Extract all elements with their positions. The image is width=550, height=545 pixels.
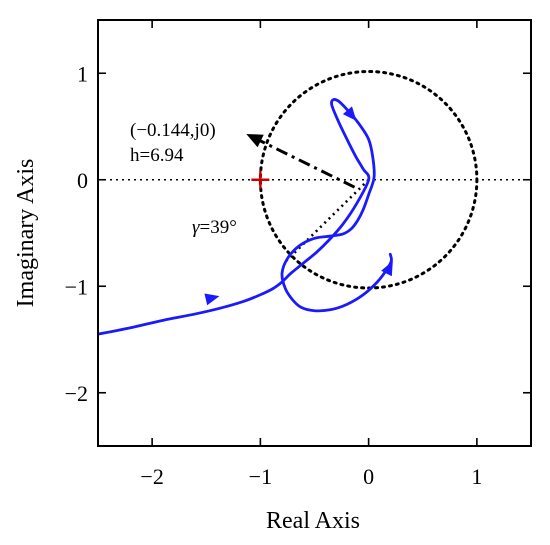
- critical-point-marker: [251, 170, 270, 189]
- gamma-angle-line: [284, 178, 370, 263]
- direction-arrow-icon: [204, 293, 220, 306]
- x-tick-label: 1: [471, 464, 482, 489]
- annotation-arrow-head: [246, 133, 264, 148]
- y-tick-label: −1: [65, 274, 88, 299]
- x-tick-label: −2: [140, 464, 163, 489]
- direction-arrow-icon: [342, 106, 357, 121]
- y-tick-label: 1: [77, 61, 88, 86]
- y-tick-label: −2: [65, 381, 88, 406]
- x-axis-label: Real Axis: [266, 508, 360, 534]
- direction-arrow-icon: [381, 261, 393, 277]
- x-tick-label: −1: [249, 464, 272, 489]
- gamma-value: =39°: [200, 217, 237, 238]
- gamma-annotation: γ=39°: [192, 217, 237, 238]
- plot-frame: [97, 19, 532, 447]
- y-tick-label: 0: [77, 168, 88, 193]
- y-axis-label: Imaginary Axis: [13, 159, 39, 308]
- h-annotation: h=6.94: [130, 145, 184, 166]
- x-tick-label: 0: [363, 464, 374, 489]
- annotation-arrow-line: [254, 137, 356, 189]
- nyquist-curve: [98, 98, 393, 336]
- point-annotation: (−0.144,j0): [130, 120, 216, 141]
- gamma-symbol: γ: [192, 217, 200, 238]
